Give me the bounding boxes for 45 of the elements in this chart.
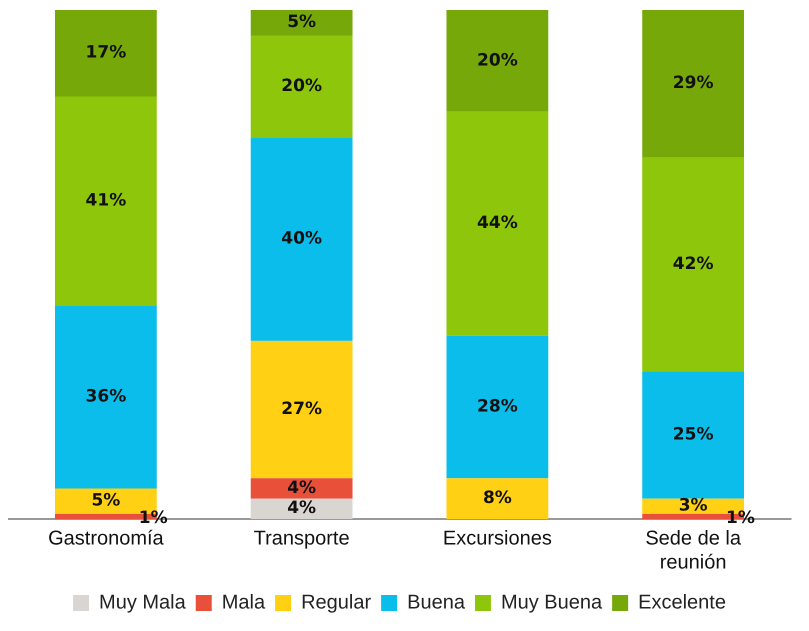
data-label: 3% <box>678 496 708 516</box>
data-label: 8% <box>482 488 512 508</box>
data-label: 25% <box>672 424 714 444</box>
data-label: 20% <box>281 76 322 96</box>
x-tick-label: Gastronomía <box>48 528 165 550</box>
data-label: 5% <box>91 490 120 511</box>
bar <box>54 305 157 488</box>
legend-label: Excelente <box>638 592 726 614</box>
bar <box>446 10 548 112</box>
x-tick-label: Excursiones <box>442 528 552 550</box>
legend-label: Buena <box>407 592 466 614</box>
bar <box>250 10 353 36</box>
bar <box>250 35 353 138</box>
bar <box>446 478 548 519</box>
bar <box>642 158 744 372</box>
data-label: 1% <box>138 508 168 528</box>
data-label: 4% <box>287 478 316 498</box>
bar <box>250 340 353 478</box>
bar <box>54 96 157 306</box>
legend-label: Mala <box>222 592 266 614</box>
data-label: 42% <box>672 254 714 274</box>
bar <box>642 371 744 499</box>
data-label: 17% <box>86 42 126 63</box>
data-label: 41% <box>86 190 126 210</box>
bar <box>54 10 157 97</box>
bar <box>250 498 353 519</box>
data-label: 44% <box>477 213 518 234</box>
data-label: 4% <box>287 498 316 518</box>
data-label: 27% <box>281 398 322 419</box>
data-label: 36% <box>86 386 126 406</box>
bar <box>642 10 744 158</box>
data-label: 29% <box>672 73 714 94</box>
data-label: 20% <box>477 50 518 70</box>
data-label: 5% <box>287 12 316 32</box>
x-tick-label: Sede de la reunión <box>645 528 742 574</box>
legend-label: Muy Buena <box>500 592 603 614</box>
data-label: 28% <box>477 396 518 416</box>
legend-label: Muy Mala <box>99 592 187 614</box>
data-label: 40% <box>281 228 322 248</box>
bar <box>446 112 548 336</box>
x-tick-label: Transporte <box>254 528 350 550</box>
bar <box>250 137 353 341</box>
bar <box>446 336 548 478</box>
legend-label: Regular <box>301 592 372 614</box>
data-label: 1% <box>726 508 755 528</box>
